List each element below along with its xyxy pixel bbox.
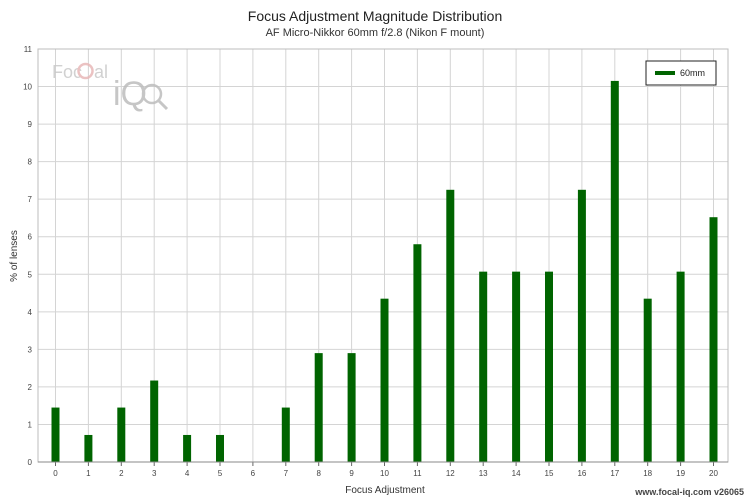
bar	[709, 217, 718, 462]
y-axis-title: % of lenses	[9, 230, 20, 282]
x-tick-label: 16	[577, 469, 586, 478]
y-tick-label: 10	[23, 83, 32, 92]
x-tick-label: 18	[643, 469, 652, 478]
logo-ring	[77, 62, 94, 80]
x-tick-label: 7	[284, 469, 289, 478]
y-tick-label: 4	[28, 308, 33, 317]
x-tick-label: 5	[218, 469, 223, 478]
x-tick-label: 19	[676, 469, 685, 478]
legend-label: 60mm	[680, 68, 705, 78]
focal-iq-logo: Foc al iQ	[52, 62, 169, 113]
y-tick-label: 11	[24, 45, 33, 54]
y-tick-label: 9	[28, 120, 33, 129]
magnifier-icon	[141, 83, 163, 105]
legend: 60mm	[645, 60, 717, 86]
bar	[512, 271, 521, 462]
y-tick-label: 1	[28, 420, 33, 429]
y-tick-label: 3	[28, 345, 33, 354]
logo-text-al: al	[94, 62, 108, 82]
x-tick-label: 2	[119, 469, 124, 478]
y-tick-label: 5	[28, 270, 33, 279]
x-tick-label: 10	[380, 469, 389, 478]
bar	[610, 80, 619, 462]
x-tick-label: 11	[413, 469, 422, 478]
bar	[413, 244, 422, 462]
bar	[216, 434, 224, 462]
bar	[380, 298, 389, 462]
magnifier-handle	[157, 99, 169, 111]
bar	[183, 434, 192, 462]
x-tick-label: 15	[545, 469, 554, 478]
x-tick-label: 14	[512, 469, 521, 478]
x-tick-label: 1	[86, 469, 91, 478]
bar	[51, 407, 60, 462]
x-tick-label: 8	[316, 469, 321, 478]
bar-series	[51, 80, 718, 462]
logo-text-iq: iQ	[113, 75, 147, 113]
bar	[84, 434, 93, 462]
bar	[643, 298, 652, 462]
x-tick-label: 13	[479, 469, 488, 478]
bar	[281, 407, 290, 462]
x-tick-label: 9	[349, 469, 354, 478]
y-tick-label: 8	[28, 158, 33, 167]
bar	[150, 380, 159, 462]
y-tick-label: 7	[28, 195, 33, 204]
x-tick-label: 12	[446, 469, 455, 478]
x-axis-title: Focus Adjustment	[345, 485, 425, 496]
logo-text-foc: Foc	[52, 62, 82, 82]
bar	[676, 271, 685, 462]
x-tick-label: 3	[152, 469, 157, 478]
bar	[446, 189, 455, 462]
x-tick-label: 4	[185, 469, 190, 478]
y-tick-label: 6	[28, 233, 33, 242]
y-tick-label: 0	[28, 458, 33, 467]
bar	[347, 353, 356, 462]
bar	[117, 407, 126, 462]
x-tick-label: 0	[53, 469, 58, 478]
y-tick-label: 2	[28, 383, 33, 392]
chart-title: Focus Adjustment Magnitude Distribution	[247, 8, 503, 24]
bar	[479, 271, 488, 462]
bar	[545, 271, 553, 462]
footer-credit: www.focal-iq.com v26065	[635, 487, 744, 497]
bar	[577, 189, 586, 462]
bar	[314, 353, 323, 462]
x-tick-label: 17	[610, 469, 619, 478]
x-tick-label: 20	[709, 469, 718, 478]
x-tick-label: 6	[251, 469, 256, 478]
chart-subtitle: AF Micro-Nikkor 60mm f/2.8 (Nikon F moun…	[265, 27, 485, 39]
